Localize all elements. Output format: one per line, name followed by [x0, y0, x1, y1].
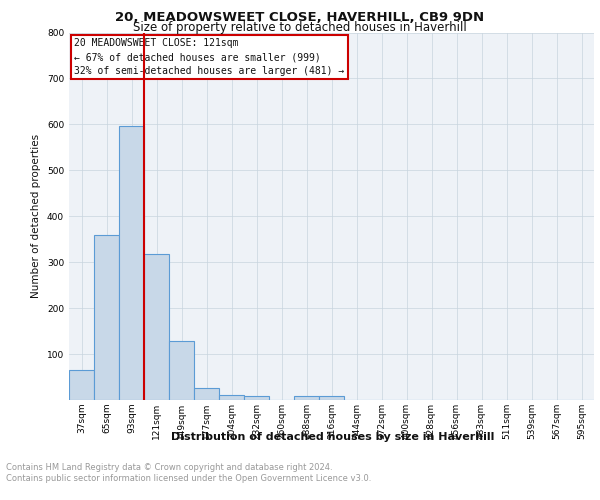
- Bar: [119, 126, 144, 400]
- Text: 20 MEADOWSWEET CLOSE: 121sqm
← 67% of detached houses are smaller (999)
32% of s: 20 MEADOWSWEET CLOSE: 121sqm ← 67% of de…: [74, 38, 344, 76]
- Bar: [169, 341, 194, 400]
- Text: Distribution of detached houses by size in Haverhill: Distribution of detached houses by size …: [172, 432, 494, 442]
- Bar: [144, 254, 169, 400]
- Bar: [194, 388, 219, 400]
- Bar: [244, 396, 269, 400]
- Y-axis label: Number of detached properties: Number of detached properties: [31, 134, 41, 298]
- Text: Contains HM Land Registry data © Crown copyright and database right 2024.: Contains HM Land Registry data © Crown c…: [6, 462, 332, 471]
- Bar: [94, 234, 119, 400]
- Text: Contains public sector information licensed under the Open Government Licence v3: Contains public sector information licen…: [6, 474, 371, 483]
- Text: Size of property relative to detached houses in Haverhill: Size of property relative to detached ho…: [133, 21, 467, 34]
- Text: 20, MEADOWSWEET CLOSE, HAVERHILL, CB9 9DN: 20, MEADOWSWEET CLOSE, HAVERHILL, CB9 9D…: [115, 11, 485, 24]
- Bar: [294, 396, 319, 400]
- Bar: [219, 396, 244, 400]
- Bar: [319, 396, 344, 400]
- Bar: [69, 370, 94, 400]
